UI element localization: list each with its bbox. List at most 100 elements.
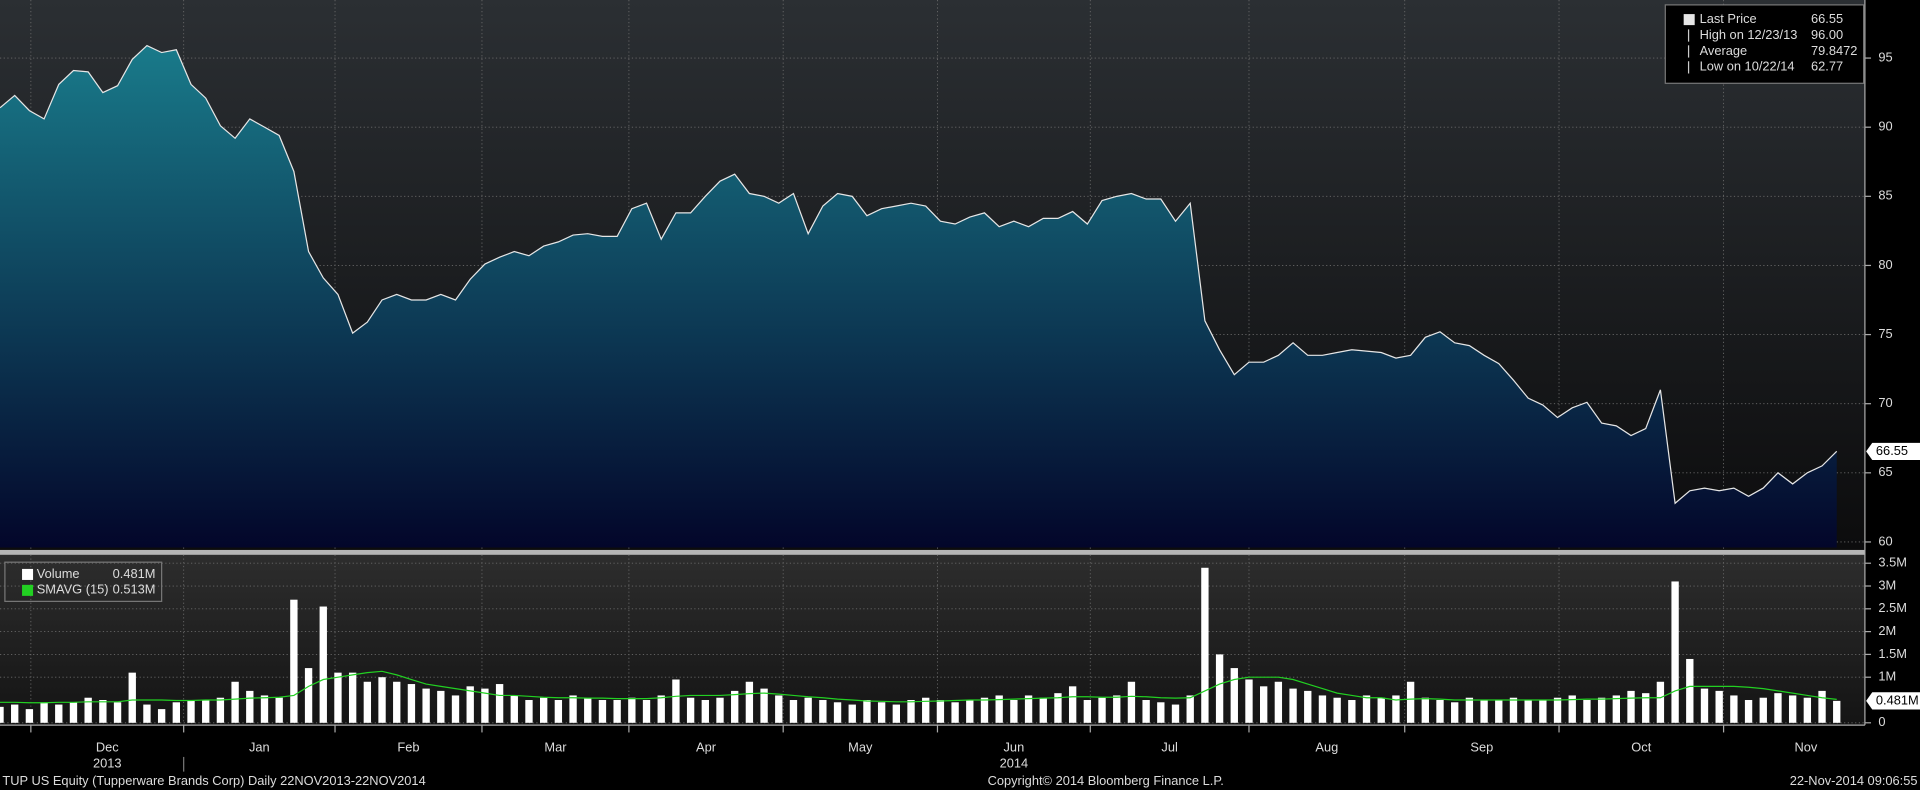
- volume-bar: [922, 697, 930, 723]
- legend-swatch: [22, 568, 34, 580]
- volume-bar: [1054, 693, 1062, 723]
- year-label: 2014: [1000, 756, 1029, 771]
- volume-bar: [1833, 700, 1841, 723]
- volume-bar: [584, 697, 592, 723]
- x-tick-label: Nov: [1794, 740, 1817, 755]
- last-volume-tag: 0.481M: [1876, 692, 1919, 707]
- volume-bar: [1215, 654, 1224, 723]
- x-tick-label: Jun: [1004, 740, 1025, 755]
- volume-bar: [1788, 695, 1797, 723]
- volume-bar: [1671, 581, 1679, 723]
- volume-bar: [716, 697, 724, 723]
- volume-bar: [290, 599, 298, 723]
- footer-right: 22-Nov-2014 09:06:55: [1790, 773, 1918, 788]
- y-tick-label: 90: [1878, 119, 1892, 134]
- smavg-line: [0, 670, 1837, 704]
- volume-bar: [833, 702, 842, 723]
- y-tick-label: 2M: [1878, 623, 1896, 638]
- volume-bar: [187, 700, 195, 723]
- volume-bar: [1098, 697, 1106, 723]
- volume-bar: [1392, 695, 1400, 723]
- volume-bar: [1568, 695, 1576, 723]
- volume-bar: [1553, 697, 1562, 723]
- volume-bar: [1201, 567, 1209, 723]
- y-tick-label: 1.5M: [1878, 646, 1907, 661]
- volume-bar: [157, 709, 166, 723]
- volume-bar: [1113, 695, 1121, 723]
- volume-bar: [1700, 688, 1709, 723]
- footer-left: TUP US Equity (Tupperware Brands Corp) D…: [2, 773, 425, 788]
- volume-bar: [1730, 695, 1738, 723]
- volume-bar: [319, 606, 327, 723]
- volume-bar: [848, 704, 856, 723]
- volume-bar: [1524, 700, 1532, 723]
- volume-bar: [1627, 690, 1635, 723]
- volume-bar: [1318, 695, 1327, 723]
- volume-bar: [1686, 658, 1694, 723]
- volume-bar: [113, 702, 122, 723]
- x-tick-label: Dec: [96, 740, 119, 755]
- volume-bar: [55, 704, 63, 723]
- volume-bar: [1068, 686, 1077, 723]
- volume-bar: [363, 681, 372, 723]
- volume-bar: [1612, 695, 1620, 723]
- volume-bar: [1333, 697, 1341, 723]
- volume-bar: [378, 677, 386, 723]
- volume-bar: [1260, 686, 1268, 723]
- legend-value: 96.00: [1811, 27, 1843, 42]
- volume-bar: [1289, 688, 1297, 723]
- volume-bar: [569, 695, 577, 723]
- volume-bar: [202, 700, 210, 723]
- volume-bar: [540, 697, 548, 723]
- volume-bar: [525, 700, 533, 723]
- x-tick-label: Apr: [696, 740, 717, 755]
- volume-bar: [481, 688, 489, 723]
- volume-bar: [466, 686, 474, 723]
- volume-bar: [672, 679, 680, 723]
- legend-box: [4, 561, 163, 602]
- y-tick-label: 3.5M: [1878, 555, 1907, 570]
- volume-bar: [1039, 697, 1047, 723]
- volume-bar: [775, 695, 783, 723]
- volume-bar: [0, 706, 4, 723]
- volume-bar: [936, 700, 945, 723]
- volume-bar: [437, 690, 445, 723]
- volume-bar: [1509, 697, 1518, 723]
- volume-bar: [1142, 700, 1150, 723]
- volume-bar: [598, 700, 607, 723]
- volume-bar: [1304, 690, 1312, 723]
- x-tick-label: Aug: [1315, 740, 1338, 755]
- volume-bar: [495, 684, 504, 723]
- volume-bar: [1010, 700, 1018, 723]
- y-tick-label: 0: [1878, 714, 1885, 729]
- x-tick-label: Feb: [397, 740, 419, 755]
- volume-bar: [1715, 690, 1723, 723]
- volume-bar: [1480, 700, 1488, 723]
- volume-bar: [1539, 700, 1547, 723]
- volume-bar: [613, 700, 621, 723]
- volume-bar: [1157, 702, 1165, 723]
- legend-label: High on 12/23/13: [1700, 27, 1798, 42]
- volume-bar: [1803, 697, 1812, 723]
- volume-bar: [1024, 695, 1033, 723]
- volume-bar: [128, 672, 136, 723]
- y-tick-label: 60: [1878, 533, 1892, 548]
- legend-value: 0.481M: [113, 566, 156, 581]
- legend-box: [1664, 4, 1865, 84]
- volume-bar: [1451, 702, 1459, 723]
- volume-bar: [1744, 700, 1753, 723]
- volume-bar: [686, 697, 695, 723]
- volume-bar: [407, 684, 416, 723]
- y-tick-label: 70: [1878, 395, 1892, 410]
- y-tick-label: 65: [1878, 464, 1892, 479]
- x-tick-label: Jul: [1161, 740, 1177, 755]
- x-tick-label: Mar: [544, 740, 567, 755]
- x-tick-label: May: [848, 740, 873, 755]
- volume-bar: [1465, 697, 1474, 723]
- panel-separator: [0, 549, 1865, 555]
- volume-bar: [1583, 700, 1591, 723]
- volume-bar: [1230, 668, 1238, 723]
- volume-bar: [995, 695, 1003, 723]
- price-line: [0, 44, 1838, 505]
